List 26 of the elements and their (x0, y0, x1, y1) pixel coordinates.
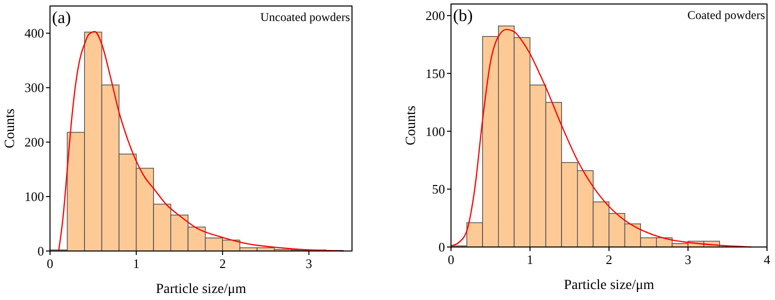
x-tick-label: 2 (219, 256, 226, 271)
x-tick-label: 1 (526, 252, 534, 267)
x-tick-label: 4 (764, 252, 771, 267)
y-tick-label: 200 (24, 134, 44, 150)
y-tick-label: 0 (438, 240, 445, 254)
annotation: Coated powders (687, 8, 766, 22)
y-tick-label: 100 (24, 189, 44, 204)
x-axis-title: Particle size/μm (156, 282, 246, 297)
y-tick-label: 100 (426, 124, 445, 139)
y-axis-title: Counts (404, 106, 419, 146)
y-axis-title: Counts (3, 108, 18, 148)
y-tick-label: 150 (426, 66, 445, 81)
x-tick-label: 0 (46, 256, 54, 271)
x-tick-label: 1 (133, 256, 140, 271)
x-tick-label: 0 (448, 252, 454, 267)
annotation: (a) (52, 8, 71, 27)
y-tick-label: 400 (24, 26, 44, 41)
annotation: Uncoated powders (260, 10, 350, 24)
y-tick-label: 200 (426, 8, 445, 24)
y-tick-label: 50 (432, 182, 445, 197)
x-axis-title: Particle size/μm (564, 278, 654, 293)
x-tick-label: 3 (306, 256, 312, 271)
y-tick-label: 300 (24, 80, 44, 96)
annotation: (b) (453, 6, 473, 25)
x-tick-label: 2 (606, 252, 612, 267)
x-tick-label: 3 (684, 252, 692, 267)
